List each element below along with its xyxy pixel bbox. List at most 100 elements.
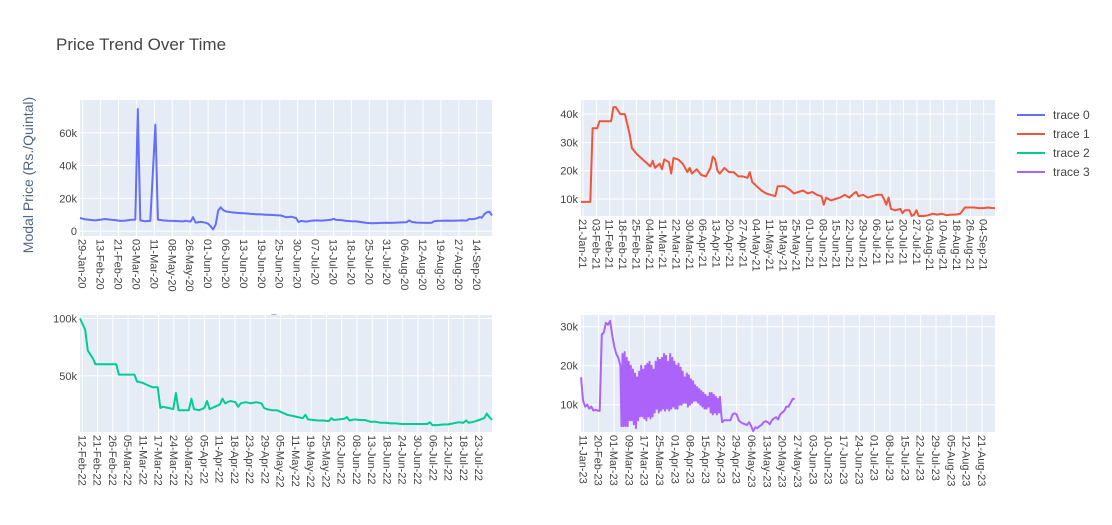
x-tick-label: 12-Aug-20: [416, 239, 428, 290]
x-tick-label: 18-Jun-22: [380, 435, 392, 485]
x-tick-label: 18-Jul-20: [344, 239, 356, 285]
x-tick-label: 12-Jul-22: [442, 435, 454, 481]
x-tick-label: 04-Sep-21: [977, 219, 989, 270]
x-tick-label: 08-May-20: [165, 239, 177, 292]
x-tick-label: 11-Mar-20: [147, 239, 159, 289]
legend[interactable]: trace 0 trace 1 trace 2 trace 3: [1017, 108, 1090, 179]
x-tick-label: 21-Feb-22: [91, 435, 103, 486]
x-tick-label: 11-May-21: [763, 219, 775, 271]
x-tick-label: 26-May-20: [183, 239, 195, 292]
x-tick-label: 15-Apr-23: [699, 435, 711, 484]
x-tick-label: 05-May-22: [274, 435, 286, 488]
x-tick-label: 22-Mar-21: [669, 219, 681, 270]
plot-area-2: [80, 315, 492, 432]
legend-item-2[interactable]: trace 2: [1017, 146, 1090, 160]
x-tick-label: 06-May-23: [745, 435, 757, 488]
x-tick-label: 21-Aug-23: [975, 435, 987, 486]
x-tick-label: 13-Jun-22: [365, 435, 377, 485]
x-tick-label: 01-Jul-23: [868, 435, 880, 481]
y-tick-label: 20k: [560, 166, 578, 178]
x-tick-label: 25-May-21: [790, 219, 802, 272]
x-tick-label: 20-Jul-21: [897, 219, 909, 265]
x-tick-label: 18-Feb-21: [616, 219, 628, 270]
x-tick-label: 02-Jun-22: [335, 435, 347, 485]
x-tick-label: 11-Feb-21: [603, 219, 615, 269]
x-tick-label: 31-Jul-20: [380, 239, 392, 285]
x-tick-label: 25-Jun-20: [273, 239, 285, 289]
legend-label: trace 2: [1053, 146, 1090, 160]
x-tick-label: 23-Jul-22: [472, 435, 484, 481]
x-tick-label: 13-Jul-20: [326, 239, 338, 285]
x-tick-label: 30-Mar-22: [182, 435, 194, 486]
x-tick-label: 07-Jul-20: [309, 239, 321, 285]
x-tick-label: 03-Aug-21: [923, 219, 935, 270]
x-tick-label: 08-Apr-23: [684, 435, 696, 484]
x-tick-label: 22-Jul-23: [914, 435, 926, 481]
y-tick-label: 50k: [59, 371, 77, 383]
x-tick-label: 08-Jul-23: [883, 435, 895, 481]
x-tick-label: 14-Sep-20: [470, 239, 482, 290]
x-tick-label: 15-Jun-21: [830, 219, 842, 269]
series-line-trace-3: [580, 319, 795, 433]
x-tick-label: 06-Apr-21: [696, 219, 708, 268]
legend-item-1[interactable]: trace 1: [1017, 127, 1090, 141]
y-tick-label: 10k: [560, 194, 578, 206]
series-line-trace-0: [79, 108, 493, 231]
x-tick-label: 25-Mar-23: [653, 435, 665, 486]
x-tick-label: 20-May-23: [776, 435, 788, 488]
x-tick-label: 27-Jul-21: [910, 219, 922, 265]
x-tick-label: 26-Feb-22: [106, 435, 118, 486]
x-tick-label: 13-Feb-20: [94, 239, 106, 290]
x-tick-label: 20-Feb-23: [592, 435, 604, 486]
x-tick-label: 19-Aug-20: [434, 239, 446, 290]
x-tick-label: 30-Jun-20: [291, 239, 303, 289]
chart-title: Price Trend Over Time: [56, 35, 226, 54]
x-tick-label: 21-Feb-20: [112, 239, 124, 290]
subplots: 0 20k 40k 60k 29-Jan-20 13-Feb-20 21-Feb-20 03-…: [53, 100, 995, 488]
series-line-trace-2: [79, 317, 493, 427]
x-tick-label: 13-Jul-21: [883, 219, 895, 265]
x-tick-label: 18-Jul-22: [457, 435, 469, 481]
y-tick-label: 20k: [59, 193, 77, 205]
x-tick-label: 19-Jun-20: [255, 239, 267, 289]
x-tick-label: 05-Apr-22: [197, 435, 209, 484]
x-tick-label: 18-Apr-22: [228, 435, 240, 484]
legend-label: trace 0: [1053, 108, 1090, 122]
x-tick-label: 17-Jun-23: [837, 435, 849, 485]
x-tick-label: 29-Jun-21: [856, 219, 868, 269]
y-tick-label: 30k: [560, 322, 578, 334]
x-tick-label: 03-Mar-20: [129, 239, 141, 290]
x-tick-label: 25-Feb-21: [629, 219, 641, 270]
series-line-trace-1: [581, 106, 995, 217]
y-axis-label: Modal Price (Rs./Quintal): [20, 97, 36, 253]
x-tick-label: 06-Jun-20: [219, 239, 231, 289]
x-tick-label: 01-Apr-23: [668, 435, 680, 484]
y-tick-label: 0: [71, 226, 77, 238]
x-tick-label: 03-Jun-23: [806, 435, 818, 485]
x-tick-label: 26-Aug-21: [963, 219, 975, 270]
x-tick-label: 01-Mar-23: [607, 435, 619, 486]
legend-item-0[interactable]: trace 0: [1017, 108, 1090, 122]
x-tick-label: 08-Jun-21: [816, 219, 828, 269]
x-tick-label: 22-Jun-21: [843, 219, 855, 269]
x-tick-label: 12-Aug-23: [960, 435, 972, 486]
x-tick-label: 01-Jun-21: [803, 219, 815, 269]
x-tick-label: 01-Jun-20: [201, 239, 213, 289]
x-tick-label: 17-Mar-22: [152, 435, 164, 486]
x-tick-label: 04-May-21: [750, 219, 762, 272]
x-tick-label: 13-Apr-21: [710, 219, 722, 268]
x-tick-label: 06-Jul-21: [870, 219, 882, 265]
x-tick-label: 05-Mar-22: [121, 435, 133, 486]
legend-item-3[interactable]: trace 3: [1017, 165, 1090, 179]
x-tick-label: 29-Jul-23: [929, 435, 941, 481]
x-tick-label: 24-Jun-22: [396, 435, 408, 485]
x-tick-label: 10-Aug-21: [937, 219, 949, 270]
x-tick-label: 30-Jun-22: [411, 435, 423, 485]
x-tick-label: 10-Jun-23: [822, 435, 834, 485]
y-tick-label: 20k: [560, 361, 578, 373]
x-tick-label: 22-Apr-23: [714, 435, 726, 484]
x-tick-label: 11-Mar-22: [136, 435, 148, 485]
x-tick-label: 05-Aug-23: [944, 435, 956, 486]
